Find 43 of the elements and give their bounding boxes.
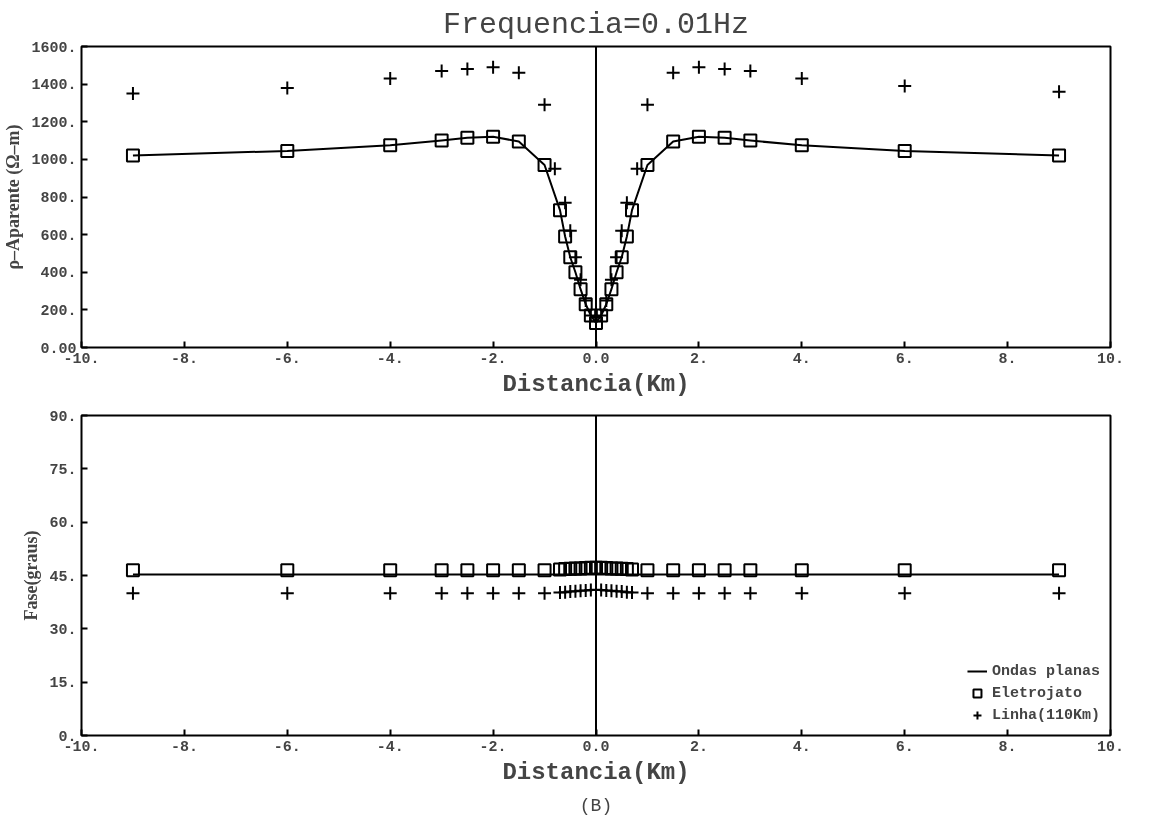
x-tick-label: -2. [479, 350, 507, 368]
y-tick-label: 1600. [31, 39, 77, 57]
x-tick-label: -2. [479, 738, 507, 756]
y-tick-label: 800. [40, 190, 77, 207]
x-tick-label: 10. [1097, 738, 1125, 756]
x-tick-label: -8. [170, 738, 198, 756]
y-tick-label: 1000. [31, 152, 77, 170]
chart-title: Frequencia=0.01Hz [442, 7, 750, 42]
legend-label: Ondas planas [991, 662, 1100, 680]
x-tick-label: 2. [689, 738, 708, 756]
y-tick-label: 75. [49, 461, 77, 479]
x-tick-label: 8. [998, 738, 1017, 756]
x-tick-label: -6. [273, 738, 301, 756]
y-tick-label: 1400. [31, 77, 77, 95]
y-tick-label: 200. [40, 302, 77, 320]
y-tick-label: 60. [49, 515, 77, 533]
x-tick-label: 4. [792, 738, 811, 756]
x-tick-label: 0.0 [582, 350, 610, 368]
x-tick-label: -4. [376, 738, 404, 756]
x-tick-label: 6. [895, 350, 914, 368]
x-tick-label: 2. [689, 350, 708, 368]
y-tick-label: 45. [49, 568, 77, 586]
x-tick-label: 8. [998, 350, 1017, 368]
legend-label: Eletrojato [991, 684, 1082, 702]
y-tick-label: 1200. [31, 114, 77, 132]
x-tick-label: 4. [792, 350, 811, 368]
x-axis-title: Distancia(Km) [502, 370, 690, 398]
y-tick-label: 90. [49, 408, 77, 426]
y-axis-title: Fase(graus) [21, 530, 43, 621]
x-tick-label: 0.0 [582, 738, 610, 756]
x-tick-label: -6. [273, 350, 301, 368]
x-axis-title: Distancia(Km) [502, 758, 690, 786]
x-tick-label: -8. [170, 350, 198, 368]
y-tick-label: 400. [40, 265, 77, 283]
x-tick-label: 6. [895, 738, 914, 756]
y-tick-label: 15. [49, 675, 77, 693]
y-axis-title: ρ–Aparente (Ω–m) [3, 124, 25, 270]
x-tick-label: 10. [1097, 350, 1125, 368]
y-tick-label: 600. [40, 227, 77, 245]
text: (B) [579, 795, 613, 816]
legend-label: Linha(110Km) [991, 706, 1100, 724]
x-tick-label: -4. [376, 350, 404, 368]
y-tick-label: 30. [49, 621, 77, 639]
